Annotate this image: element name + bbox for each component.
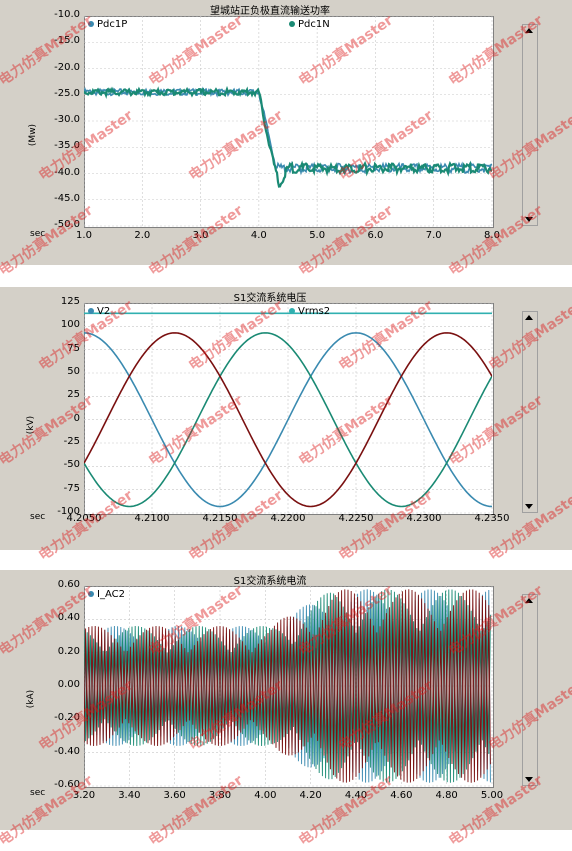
y-tick-label: -50 <box>63 459 80 471</box>
chart2-sec-label: sec <box>30 512 46 522</box>
x-tick-label: 4.40 <box>344 790 368 801</box>
series-line-i-ac2-phase-2 <box>84 589 491 783</box>
scroll-up-icon[interactable] <box>525 28 533 33</box>
y-tick-label: -20.0 <box>54 61 80 73</box>
x-tick-label: 4.2150 <box>202 513 238 524</box>
scroll-down-icon[interactable] <box>525 217 533 222</box>
y-tick-label: -45.0 <box>54 192 80 204</box>
y-tick-label: -75 <box>63 482 80 494</box>
legend-pdc1p: Pdc1P <box>88 19 127 30</box>
x-tick-label: 5.00 <box>480 790 504 801</box>
x-tick-label: 3.0 <box>192 230 209 241</box>
x-tick-label: 5.0 <box>309 230 326 241</box>
y-tick-label: -50.0 <box>54 219 80 230</box>
chart1-sec-label: sec <box>30 229 46 239</box>
x-tick-label: 3.80 <box>208 790 232 801</box>
x-tick-label: 3.20 <box>72 790 96 801</box>
y-tick-label: -35.0 <box>54 140 80 152</box>
x-tick-label: 2.0 <box>134 230 151 241</box>
scroll-down-icon[interactable] <box>525 504 533 509</box>
y-tick-label: -0.40 <box>54 745 80 757</box>
series-line-pdc1n <box>84 85 492 188</box>
chart3-scrollbar[interactable] <box>522 594 538 786</box>
y-tick-label: 0.60 <box>57 579 80 590</box>
x-tick-label: 4.60 <box>390 790 413 801</box>
legend-v2: V2 <box>88 306 110 317</box>
x-tick-label: 3.60 <box>163 790 186 801</box>
series-line-v2-phase-3 <box>84 332 492 508</box>
legend-vrms2: Vrms2 <box>289 306 330 317</box>
y-tick-label: -40.0 <box>54 166 80 178</box>
x-tick-label: 8.0 <box>484 230 500 241</box>
chart2-plot-area <box>84 303 494 515</box>
x-tick-label: 7.0 <box>425 230 442 241</box>
legend-pdc1n: Pdc1N <box>289 19 330 30</box>
chart1-title: 望城站正负极直流输送功率 <box>210 6 330 17</box>
x-tick-label: 3.40 <box>118 790 141 801</box>
x-tick-label: 6.0 <box>367 230 384 241</box>
chart-panel-1: 望城站正负极直流输送功率 (Mw) sec <box>0 0 572 265</box>
series-line-v2-phase-1 <box>84 332 492 508</box>
scroll-up-icon[interactable] <box>525 315 533 320</box>
chart2-title: S1交流系统电压 <box>233 293 307 304</box>
chart3-sec-label: sec <box>30 788 46 798</box>
y-tick-label: -25.0 <box>54 87 80 99</box>
x-tick-label: 4.2200 <box>270 513 306 524</box>
y-tick-label: -30.0 <box>54 114 80 125</box>
y-tick-label: 125 <box>60 296 80 307</box>
y-tick-label: 0.00 <box>57 679 80 690</box>
series-line-pdc1p <box>84 86 492 176</box>
x-tick-label: 4.2250 <box>338 513 374 524</box>
chart-panel-2: S1交流系统电压 (kV) sec <box>0 287 572 550</box>
x-tick-label: 4.2050 <box>66 513 102 524</box>
chart3-title: S1交流系统电流 <box>233 576 307 587</box>
y-tick-label: 25 <box>67 389 80 401</box>
x-tick-label: 4.0 <box>250 230 267 241</box>
y-tick-label: 50 <box>67 366 80 377</box>
x-tick-label: 4.2100 <box>134 513 170 524</box>
chart2-scrollbar[interactable] <box>522 311 538 513</box>
y-tick-label: -100 <box>57 506 80 517</box>
x-tick-label: 4.00 <box>254 790 277 801</box>
x-tick-label: 4.80 <box>435 790 458 801</box>
chart1-plot-area <box>84 16 494 228</box>
y-tick-label: 0.40 <box>57 612 80 624</box>
y-tick-label: -10.0 <box>54 9 80 20</box>
x-tick-label: 1.0 <box>76 230 92 241</box>
legend-i-ac2: I_AC2 <box>88 589 125 600</box>
series-line-i-ac2-phase-3 <box>84 589 491 783</box>
x-tick-label: 4.2350 <box>474 513 510 524</box>
y-tick-label: -15.0 <box>54 35 80 47</box>
y-tick-label: 100 <box>60 319 80 331</box>
y-tick-label: 0 <box>73 412 80 424</box>
y-tick-label: -0.60 <box>54 779 80 790</box>
y-tick-label: -25 <box>63 436 80 447</box>
chart1-scrollbar[interactable] <box>522 24 538 226</box>
x-tick-label: 4.2300 <box>406 513 442 524</box>
series-line-v2-phase-2 <box>84 332 492 508</box>
scroll-down-icon[interactable] <box>525 777 533 782</box>
x-tick-label: 4.20 <box>299 790 322 801</box>
y-tick-label: -0.20 <box>54 712 80 724</box>
y-tick-label: 75 <box>67 342 80 354</box>
y-tick-label: 0.20 <box>57 645 80 657</box>
scroll-up-icon[interactable] <box>525 598 533 603</box>
